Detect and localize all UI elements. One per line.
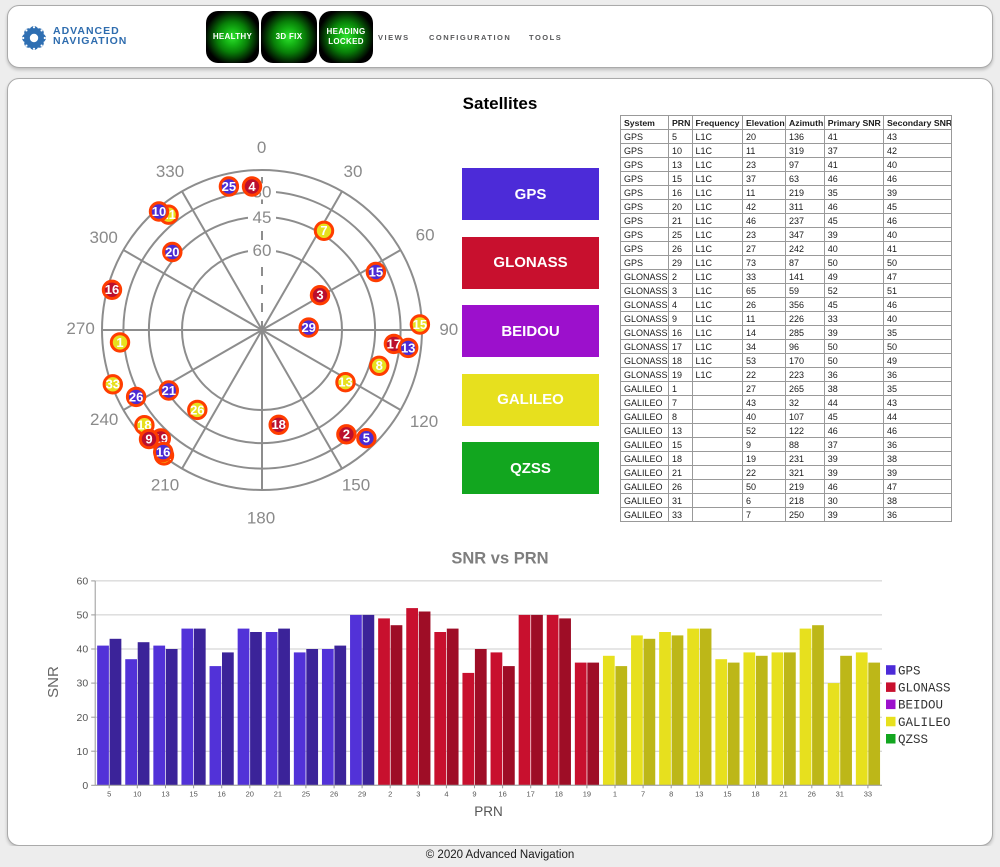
svg-text:16: 16 — [156, 445, 170, 460]
svg-text:20: 20 — [246, 789, 254, 798]
svg-text:4: 4 — [248, 179, 256, 194]
svg-text:26: 26 — [129, 389, 143, 404]
svg-text:18: 18 — [137, 418, 151, 433]
svg-text:3: 3 — [316, 288, 323, 303]
svg-text:16: 16 — [218, 789, 226, 798]
svg-text:0: 0 — [257, 138, 266, 157]
svg-text:45: 45 — [253, 208, 272, 227]
svg-text:0: 0 — [82, 780, 88, 792]
svg-text:26: 26 — [330, 789, 338, 798]
svg-text:270: 270 — [66, 319, 94, 338]
svg-text:30: 30 — [77, 678, 89, 690]
svg-text:7: 7 — [320, 223, 327, 238]
svg-text:16: 16 — [498, 789, 506, 798]
svg-text:30: 30 — [344, 162, 363, 181]
svg-text:25: 25 — [302, 789, 310, 798]
svg-text:GALILEO: GALILEO — [898, 716, 951, 730]
svg-text:GLONASS: GLONASS — [898, 682, 951, 696]
svg-text:13: 13 — [338, 375, 352, 390]
svg-text:33: 33 — [864, 789, 872, 798]
svg-text:9: 9 — [472, 789, 476, 798]
svg-text:BEIDOU: BEIDOU — [898, 699, 943, 713]
svg-text:2: 2 — [388, 789, 392, 798]
svg-text:120: 120 — [410, 412, 438, 431]
svg-text:20: 20 — [77, 712, 89, 724]
svg-text:19: 19 — [583, 789, 591, 798]
svg-text:10: 10 — [133, 789, 141, 798]
svg-text:20: 20 — [165, 244, 179, 259]
svg-text:13: 13 — [161, 789, 169, 798]
svg-text:QZSS: QZSS — [898, 733, 928, 747]
svg-text:5: 5 — [107, 789, 111, 798]
svg-text:60: 60 — [77, 576, 89, 588]
svg-text:16: 16 — [105, 282, 119, 297]
svg-text:21: 21 — [779, 789, 787, 798]
svg-text:17: 17 — [387, 336, 401, 351]
svg-text:33: 33 — [106, 377, 120, 392]
svg-text:18: 18 — [555, 789, 563, 798]
svg-text:40: 40 — [77, 644, 89, 656]
svg-text:5: 5 — [363, 431, 370, 446]
svg-text:60: 60 — [253, 241, 272, 260]
svg-text:29: 29 — [358, 789, 366, 798]
svg-text:8: 8 — [669, 789, 673, 798]
svg-text:17: 17 — [527, 789, 535, 798]
svg-text:26: 26 — [190, 402, 204, 417]
svg-text:15: 15 — [369, 264, 383, 279]
svg-text:26: 26 — [808, 789, 816, 798]
svg-text:15: 15 — [189, 789, 197, 798]
svg-text:SNR: SNR — [45, 666, 62, 698]
svg-text:13: 13 — [695, 789, 703, 798]
svg-text:13: 13 — [401, 340, 415, 355]
svg-text:15: 15 — [413, 317, 427, 332]
svg-text:18: 18 — [271, 417, 285, 432]
svg-text:3: 3 — [416, 789, 420, 798]
svg-text:18: 18 — [751, 789, 759, 798]
svg-text:21: 21 — [162, 383, 176, 398]
svg-text:210: 210 — [151, 476, 179, 495]
svg-text:2: 2 — [343, 427, 350, 442]
svg-text:31: 31 — [836, 789, 844, 798]
svg-text:GPS: GPS — [898, 664, 921, 678]
svg-text:330: 330 — [156, 162, 184, 181]
svg-text:SNR vs PRN: SNR vs PRN — [451, 550, 548, 568]
svg-text:10: 10 — [152, 204, 166, 219]
svg-text:4: 4 — [444, 789, 448, 798]
svg-text:60: 60 — [416, 226, 435, 245]
svg-text:29: 29 — [301, 320, 315, 335]
svg-text:7: 7 — [641, 789, 645, 798]
svg-text:PRN: PRN — [474, 804, 503, 819]
svg-text:1: 1 — [116, 335, 123, 350]
svg-text:300: 300 — [90, 228, 118, 247]
svg-text:50: 50 — [77, 610, 89, 622]
svg-text:90: 90 — [439, 320, 458, 339]
svg-text:9: 9 — [145, 432, 152, 447]
svg-text:25: 25 — [222, 179, 236, 194]
svg-text:8: 8 — [376, 358, 383, 373]
svg-text:150: 150 — [342, 476, 370, 495]
svg-text:15: 15 — [723, 789, 731, 798]
svg-text:1: 1 — [613, 789, 617, 798]
svg-text:10: 10 — [77, 746, 89, 758]
svg-text:21: 21 — [274, 789, 282, 798]
svg-text:180: 180 — [247, 509, 275, 528]
svg-text:240: 240 — [90, 410, 118, 429]
